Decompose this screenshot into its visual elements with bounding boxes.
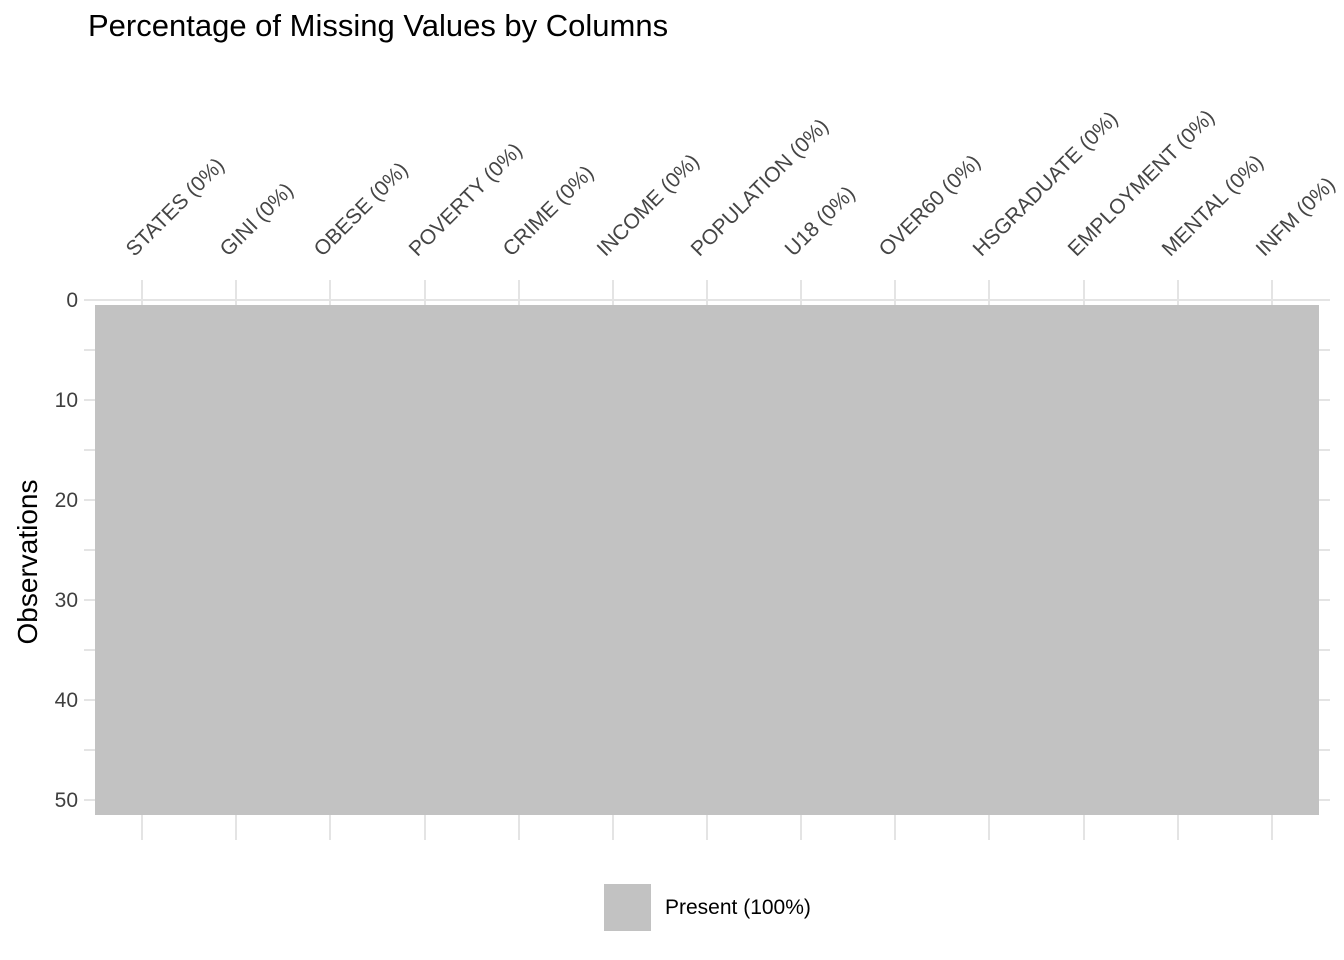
x-axis-label-obese: OBESE (0%) [309,158,413,261]
y-tick-right [1319,499,1330,501]
y-tick-right [1319,399,1330,401]
x-axis-label-infm: INFM (0%) [1251,172,1340,261]
y-tick-label-20: 20 [54,489,78,512]
y-tick-left [84,499,95,501]
x-tick-bottom [800,815,802,840]
y-tick-left [84,649,95,651]
x-tick-bottom [518,815,520,840]
x-tick-bottom [235,815,237,840]
y-tick-left [84,449,95,451]
y-tick-label-0: 0 [66,289,78,312]
x-tick-top [424,280,426,305]
y-tick-label-30: 30 [54,589,78,612]
x-tick-top [1177,280,1179,305]
y-tick-right [1319,349,1330,351]
y-tick-left [84,549,95,551]
y-tick-label-40: 40 [54,689,78,712]
x-tick-top [329,280,331,305]
x-axis-label-states: STATES (0%) [121,153,230,261]
x-tick-bottom [424,815,426,840]
present-cells-block [95,305,1319,815]
y-tick-right [1319,599,1330,601]
x-tick-top [988,280,990,305]
x-tick-bottom [329,815,331,840]
y-tick-right [1319,549,1330,551]
y-tick-left [84,349,95,351]
legend: Present (100%) [604,884,811,931]
x-tick-bottom [988,815,990,840]
x-tick-top [235,280,237,305]
y-tick-left [84,399,95,401]
y-tick-label-10: 10 [54,389,78,412]
x-axis-label-u18: U18 (0%) [780,181,860,261]
x-axis-label-crime: CRIME (0%) [498,161,599,261]
x-tick-top [800,280,802,305]
x-axis-label-gini: GINI (0%) [215,178,298,261]
y-tick-right [1319,299,1330,301]
legend-swatch-present [604,884,651,931]
x-tick-bottom [612,815,614,840]
y-tick-right [1319,699,1330,701]
x-tick-bottom [1177,815,1179,840]
x-tick-top [518,280,520,305]
y-tick-right [1319,799,1330,801]
x-tick-bottom [1271,815,1273,840]
y-tick-right [1319,649,1330,651]
x-tick-top [1271,280,1273,305]
y-tick-label-50: 50 [54,789,78,812]
x-tick-top [612,280,614,305]
y-tick-left [84,799,95,801]
y-tick-left [84,599,95,601]
x-tick-bottom [141,815,143,840]
x-tick-bottom [706,815,708,840]
x-tick-top [706,280,708,305]
legend-label-present: Present (100%) [665,895,811,919]
y-tick-right [1319,749,1330,751]
x-tick-bottom [1083,815,1085,840]
x-tick-top [894,280,896,305]
y-tick-right [1319,449,1330,451]
y-tick-left [84,699,95,701]
x-tick-top [1083,280,1085,305]
y-tick-left [84,299,95,301]
x-tick-bottom [894,815,896,840]
y-tick-left [84,749,95,751]
chart-title: Percentage of Missing Values by Columns [88,8,669,43]
x-tick-top [141,280,143,305]
